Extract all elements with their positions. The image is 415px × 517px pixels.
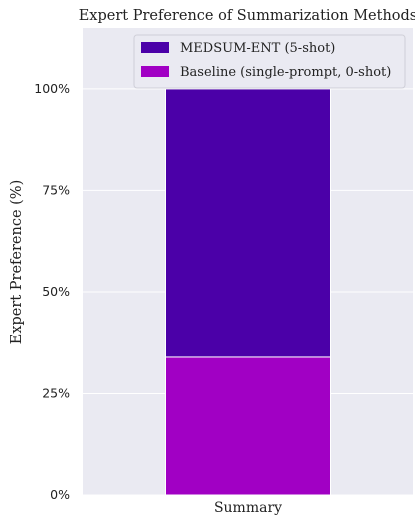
chart-title: Expert Preference of Summarization Metho…	[79, 8, 415, 24]
y-tick-label: 100%	[34, 81, 70, 96]
legend-label: MEDSUM-ENT (5-shot)	[180, 41, 335, 56]
legend-swatch	[141, 66, 169, 77]
legend-box	[133, 34, 406, 89]
y-tick-label: 75%	[42, 182, 70, 197]
x-tick-label: Summary	[214, 500, 282, 516]
y-tick-label: 0%	[50, 487, 70, 502]
y-tick-label: 25%	[42, 385, 70, 400]
x-ticks: Summary	[214, 500, 282, 516]
y-ticks: 0% 25% 50% 75% 100%	[34, 81, 70, 502]
y-axis-label: Expert Preference (%)	[9, 180, 25, 344]
bars	[165, 88, 331, 496]
bar-segment-1	[165, 88, 331, 358]
legend-swatch	[141, 42, 169, 53]
bar-segment-0	[165, 356, 331, 496]
legend-label: Baseline (single-prompt, 0-shot)	[180, 65, 391, 80]
y-tick-label: 50%	[42, 284, 70, 299]
legend: MEDSUM-ENT (5-shot) Baseline (single-prom…	[133, 34, 406, 89]
